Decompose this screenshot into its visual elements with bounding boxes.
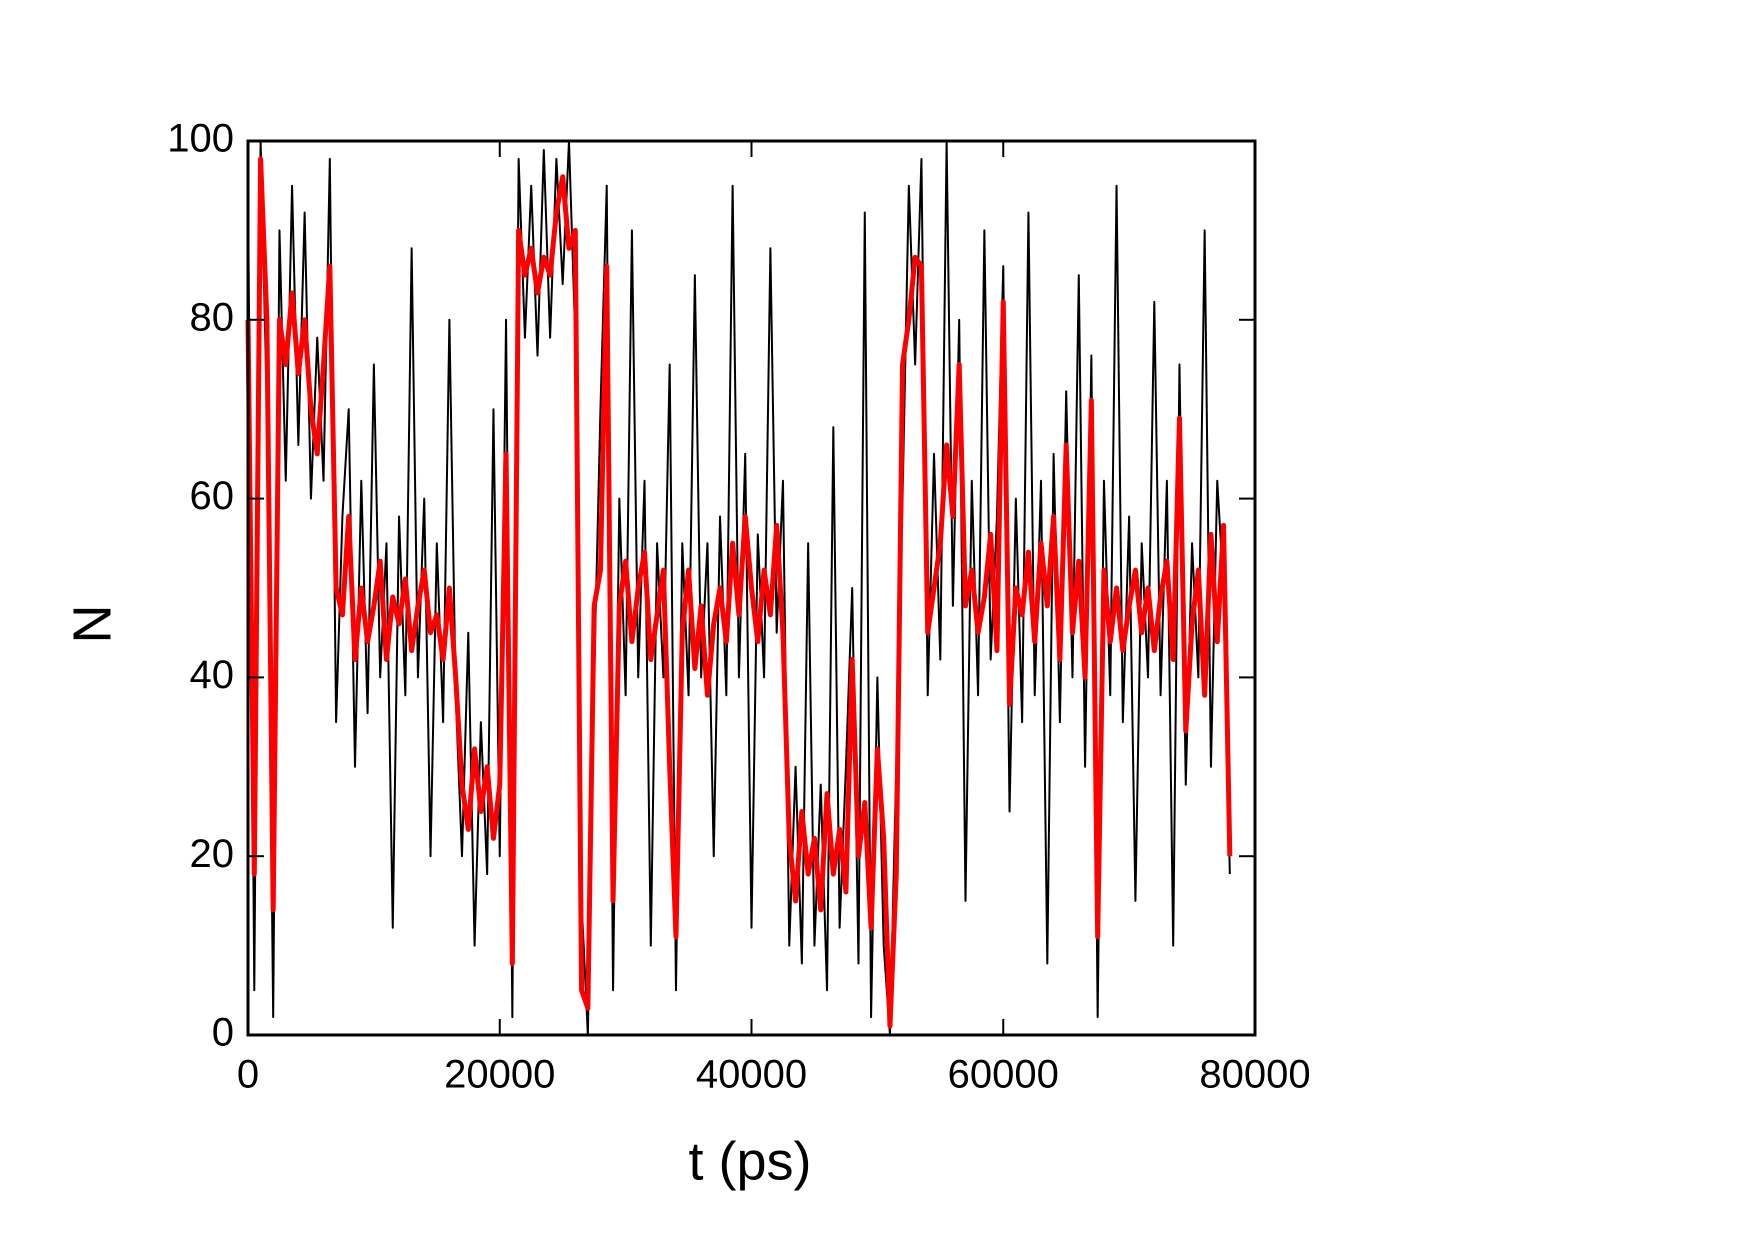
y-tick-label: 0 bbox=[212, 1011, 234, 1055]
x-tick-label: 60000 bbox=[948, 1053, 1059, 1097]
x-tick-label: 20000 bbox=[444, 1053, 555, 1097]
data-line bbox=[247, 140, 1231, 1036]
y-tick-label: 60 bbox=[190, 474, 235, 518]
data-line bbox=[245, 156, 1233, 1029]
x-axis-title: t (ps) bbox=[688, 1131, 811, 1191]
y-axis-title: N bbox=[62, 605, 122, 644]
y-tick-label: 80 bbox=[190, 295, 235, 339]
x-tick-label: 0 bbox=[237, 1053, 259, 1097]
x-tick-label: 80000 bbox=[1199, 1053, 1310, 1097]
y-tick-label: 100 bbox=[167, 117, 234, 161]
plot-frame bbox=[246, 139, 1257, 1037]
y-tick-label: 40 bbox=[190, 653, 235, 697]
y-tick-label: 20 bbox=[190, 832, 235, 876]
x-tick-label: 40000 bbox=[696, 1053, 807, 1097]
